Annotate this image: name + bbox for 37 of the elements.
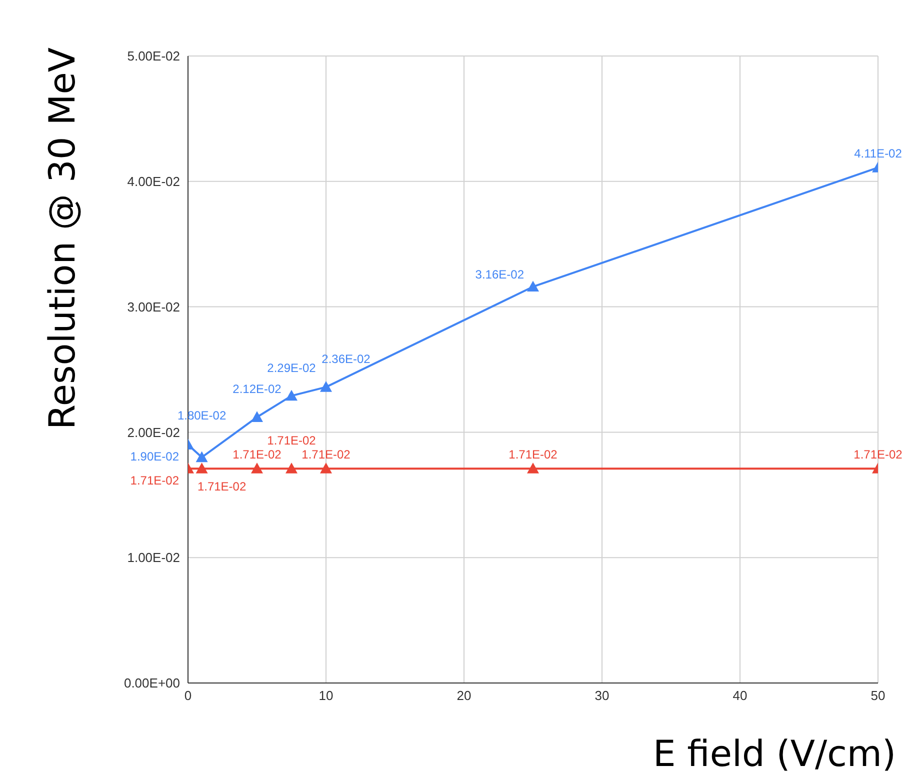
x-tick-label: 50 <box>870 688 886 704</box>
x-tick-label: 30 <box>594 688 610 704</box>
data-label: 1.71E-02 <box>267 434 316 448</box>
y-tick-label: 0.00E+00 <box>124 676 180 691</box>
y-axis-title: Resolution @ 30 MeV <box>42 46 84 430</box>
x-tick-label: 0 <box>184 688 192 704</box>
y-tick-label: 5.00E-02 <box>127 48 180 64</box>
point <box>196 451 208 462</box>
x-tick-label: 10 <box>318 688 334 704</box>
point <box>286 390 298 401</box>
point <box>251 411 263 422</box>
point <box>320 381 332 392</box>
y-tick-label: 2.00E-02 <box>127 424 180 440</box>
data-label: 1.71E-02 <box>508 448 558 462</box>
data-label: 2.29E-02 <box>267 360 316 375</box>
data-label: 1.71E-02 <box>197 480 246 494</box>
point <box>286 462 298 474</box>
data-label: 1.71E-02 <box>854 448 903 462</box>
data-label: 2.36E-02 <box>322 352 371 366</box>
data-label: 1.71E-02 <box>232 448 282 462</box>
data-label: 1.71E-02 <box>302 448 351 462</box>
data-label: 1.90E-02 <box>130 450 180 464</box>
x-tick-label: 20 <box>456 688 472 704</box>
x-tick-label: 40 <box>732 688 748 704</box>
data-label: 2.12E-02 <box>232 382 282 396</box>
y-tick-label: 4.00E-02 <box>127 174 180 190</box>
point <box>527 280 539 292</box>
point <box>251 462 263 474</box>
data-label: 4.11E-02 <box>854 146 902 161</box>
point <box>320 462 332 474</box>
data-label: 1.71E-02 <box>130 474 180 488</box>
point <box>527 462 539 474</box>
data-label: 3.16E-02 <box>475 268 524 282</box>
y-tick-label: 1.00E-02 <box>127 550 180 566</box>
x-axis-title: E field (V/cm) <box>652 734 896 775</box>
point <box>196 462 208 474</box>
y-tick-label: 3.00E-02 <box>127 299 180 314</box>
